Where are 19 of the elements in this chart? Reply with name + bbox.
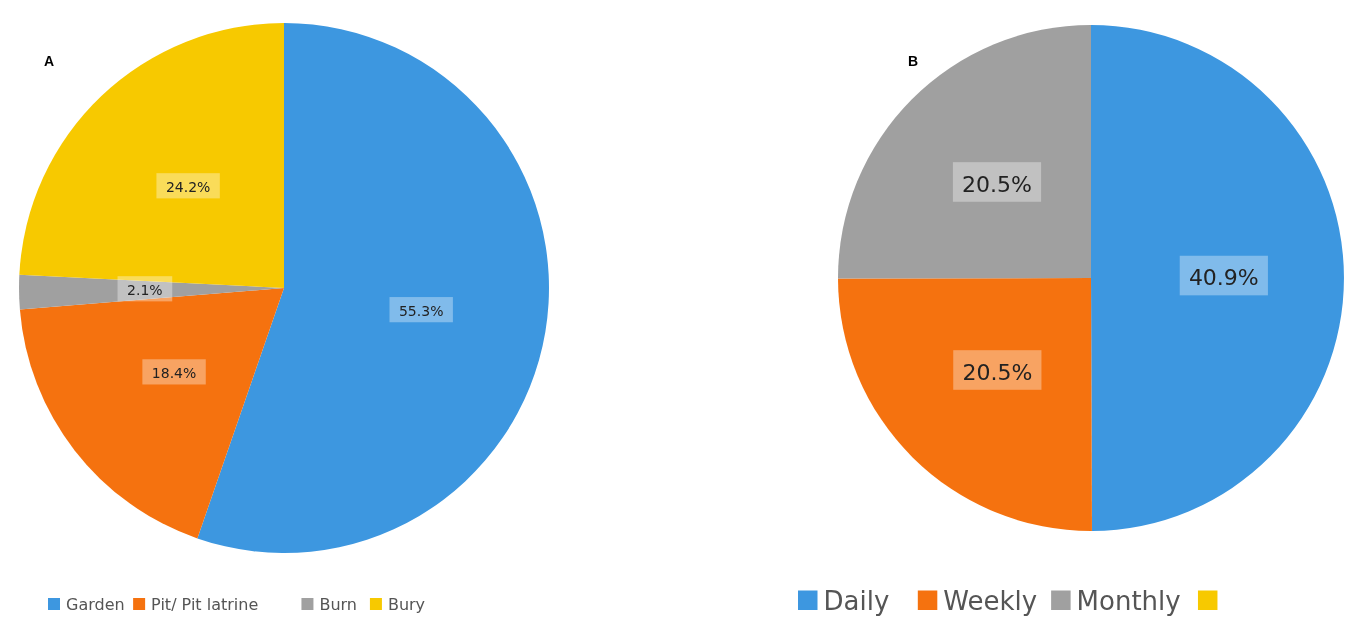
text: A — [44, 53, 55, 69]
data-label: 55.3% — [398, 302, 444, 319]
legend-label: Weekly — [943, 586, 1038, 616]
pie-slice — [838, 25, 1091, 279]
pie-slice — [1091, 25, 1344, 531]
data-label: 20.5% — [962, 171, 1032, 197]
legend-label: Garden — [66, 595, 125, 614]
legend-label: Monthly — [1076, 586, 1181, 616]
data-label: 40.9% — [1188, 265, 1259, 291]
data-label: 20.5% — [962, 359, 1033, 385]
legend-label: Burn — [319, 595, 357, 614]
legend-label: Pit/ Pit latrine — [151, 595, 259, 614]
data-label: 18.4% — [151, 365, 197, 382]
pie-slice — [838, 278, 1092, 531]
legend-label: Bury — [387, 595, 426, 614]
text: B — [908, 53, 919, 69]
data-label: 24.2% — [165, 179, 211, 196]
legend-label: Daily — [823, 586, 890, 616]
data-label: 2.1% — [127, 282, 163, 299]
